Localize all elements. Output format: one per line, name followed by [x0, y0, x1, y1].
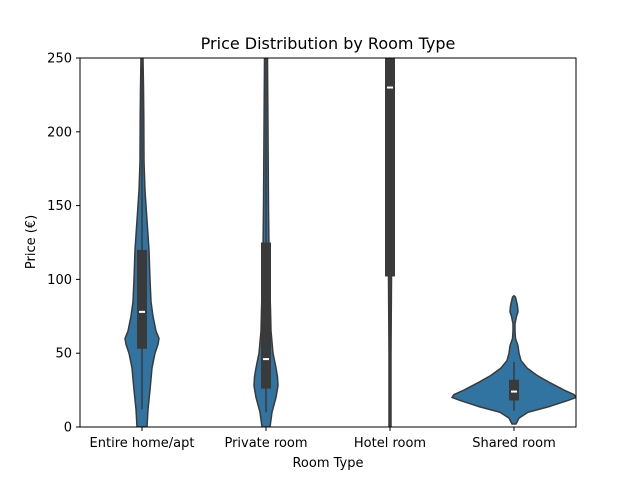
x-axis-label: Room Type — [292, 456, 363, 471]
chart-title: Price Distribution by Room Type — [201, 34, 456, 53]
x-tick-label: Hotel room — [354, 436, 426, 451]
y-tick-label: 100 — [47, 273, 72, 288]
y-axis-label: Price (€) — [24, 215, 39, 269]
x-tick-label: Private room — [224, 436, 307, 451]
y-tick-label: 200 — [47, 125, 72, 140]
violin-group — [124, 58, 576, 427]
y-tick-label: 150 — [47, 199, 72, 214]
plot-area — [124, 58, 576, 427]
violin-iqr-box — [385, 58, 395, 277]
violin-iqr-box — [509, 379, 519, 401]
y-tick-label: 250 — [47, 52, 72, 67]
y-tick-label: 0 — [64, 421, 72, 436]
x-tick-label: Entire home/apt — [90, 436, 195, 451]
plot-frame — [79, 57, 577, 428]
violin-body — [451, 294, 576, 425]
violin-iqr-box — [137, 249, 147, 349]
axes: 0 50 100 150 200 250 Entire home/apt Private ro… — [47, 52, 577, 451]
x-tick-label: Shared room — [472, 436, 556, 451]
violin-iqr-box — [261, 242, 271, 389]
y-tick-label: 50 — [55, 347, 72, 362]
